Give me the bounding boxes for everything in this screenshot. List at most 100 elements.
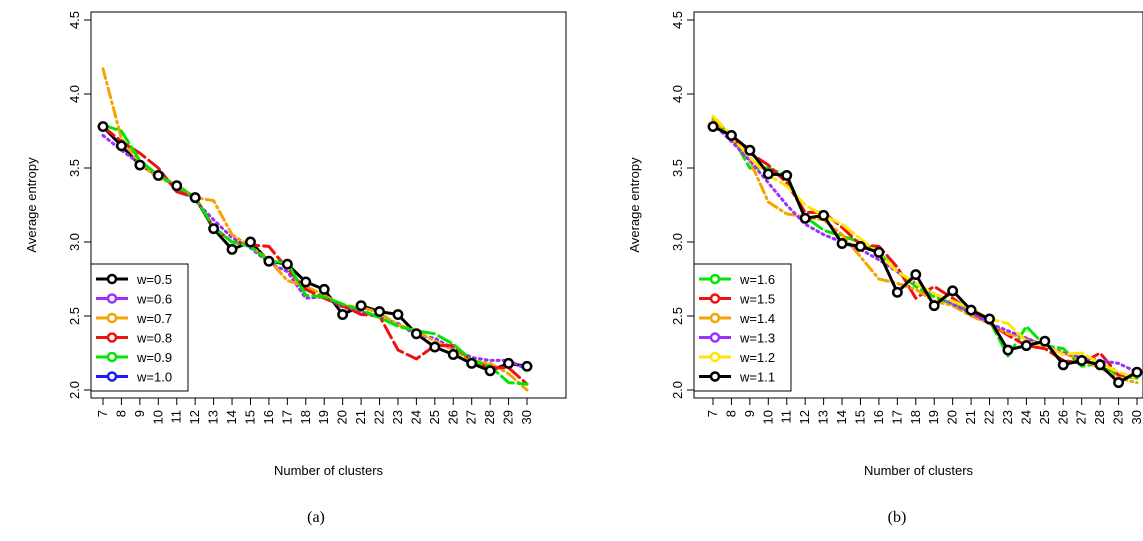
x-tick-label: 15 — [852, 410, 867, 424]
legend-label: w=1.2 — [739, 350, 775, 365]
y-tick-label: 2.5 — [67, 307, 82, 325]
x-tick-label: 12 — [187, 410, 202, 424]
x-tick-label: 18 — [298, 410, 313, 424]
y-tick-label: 4.5 — [67, 11, 82, 29]
x-tick-label: 30 — [1129, 410, 1143, 424]
y-axis-title: Average entropy — [627, 157, 642, 253]
data-point-w=0.5 — [171, 180, 183, 192]
x-tick-label: 29 — [1111, 410, 1126, 424]
x-tick-label: 11 — [779, 410, 794, 424]
data-point-w=0.5 — [115, 140, 127, 152]
data-point-w=0.5 — [189, 192, 201, 204]
y-tick-label: 4.5 — [670, 11, 685, 29]
legend-label: w=1.6 — [739, 272, 775, 287]
x-tick-label: 29 — [501, 410, 516, 424]
data-point-w=0.5 — [447, 349, 459, 360]
data-point-w=1.1 — [1020, 340, 1032, 352]
x-tick-label: 25 — [427, 410, 442, 424]
legend-swatch-marker — [106, 371, 118, 382]
x-tick-label: 10 — [760, 410, 775, 424]
data-point-w=1.1 — [910, 269, 922, 281]
y-tick-label: 3.0 — [67, 233, 82, 251]
x-tick-label: 23 — [390, 410, 405, 424]
x-tick-label: 19 — [926, 410, 941, 424]
data-point-w=0.5 — [281, 258, 293, 270]
x-tick-label: 14 — [224, 410, 239, 424]
x-axis-title: Number of clusters — [274, 463, 384, 478]
x-axis-title: Number of clusters — [864, 463, 974, 478]
legend-label: w=1.1 — [739, 370, 775, 385]
x-tick-label: 21 — [963, 410, 978, 424]
x-tick-label: 24 — [1018, 410, 1033, 424]
legend-label: w=0.5 — [136, 272, 172, 287]
x-tick-label: 23 — [1000, 410, 1015, 424]
data-point-w=0.5 — [263, 255, 275, 267]
data-point-w=1.1 — [781, 169, 793, 181]
x-tick-label: 28 — [1092, 410, 1107, 424]
x-tick-label: 30 — [519, 410, 534, 424]
data-point-w=1.1 — [744, 144, 756, 156]
y-tick-label: 3.0 — [670, 233, 685, 251]
data-point-w=0.5 — [392, 309, 404, 320]
legend-label: w=1.4 — [739, 311, 775, 326]
data-point-w=0.5 — [503, 357, 515, 369]
legend-swatch-marker — [709, 371, 721, 382]
data-point-w=1.1 — [1076, 354, 1088, 366]
data-point-w=1.1 — [947, 285, 959, 297]
data-point-w=0.5 — [466, 357, 478, 369]
data-point-w=0.5 — [374, 306, 385, 318]
legend-swatch-marker — [709, 273, 721, 285]
x-tick-label: 18 — [908, 410, 923, 424]
x-tick-label: 20 — [945, 410, 960, 424]
legend-label: w=1.0 — [136, 370, 172, 385]
x-tick-label: 11 — [169, 410, 184, 424]
data-point-w=1.1 — [762, 168, 774, 180]
data-point-w=0.5 — [484, 365, 496, 377]
legend-label: w=0.7 — [136, 311, 172, 326]
x-tick-label: 14 — [834, 410, 849, 424]
x-tick-label: 16 — [261, 410, 276, 424]
legend-label: w=0.9 — [136, 350, 172, 365]
data-point-w=0.5 — [245, 236, 256, 248]
x-tick-label: 22 — [372, 410, 387, 424]
x-tick-label: 26 — [1055, 410, 1070, 424]
x-tick-label: 19 — [316, 410, 331, 424]
legend-swatch-marker — [709, 293, 721, 304]
data-point-w=0.5 — [152, 169, 164, 181]
x-tick-label: 12 — [797, 410, 812, 424]
x-tick-label: 13 — [816, 410, 831, 424]
x-tick-label: 7 — [95, 410, 110, 417]
x-tick-label: 13 — [206, 410, 221, 424]
data-point-w=1.1 — [1002, 344, 1014, 356]
legend-label: w=0.6 — [136, 292, 172, 307]
data-point-w=1.1 — [707, 121, 719, 133]
x-tick-label: 21 — [353, 410, 368, 424]
legend-swatch-marker — [709, 332, 721, 343]
x-tick-label: 26 — [445, 410, 460, 424]
data-point-w=1.1 — [928, 300, 940, 312]
data-point-w=1.1 — [836, 238, 848, 249]
y-tick-label: 3.5 — [67, 159, 82, 177]
data-point-w=0.5 — [97, 121, 109, 133]
legend-box — [90, 263, 189, 392]
data-point-w=1.1 — [873, 246, 885, 258]
x-tick-label: 8 — [723, 410, 738, 417]
legend-swatch-marker — [106, 351, 118, 363]
chart-panel-b: 2.0 2.5 3.0 3.5 4.0 4.5 7 8 9 10 11 12 13 14 15 16 17 18 1… — [627, 11, 1143, 478]
data-point-w=0.5 — [355, 300, 367, 312]
x-tick-label: 25 — [1037, 410, 1052, 424]
legend-label: w=1.3 — [739, 331, 775, 346]
x-tick-label: 9 — [742, 410, 757, 417]
y-tick-label: 4.0 — [670, 85, 685, 103]
data-point-w=0.5 — [318, 283, 330, 295]
data-point-w=1.1 — [1131, 366, 1143, 378]
data-point-w=1.1 — [984, 313, 995, 325]
data-point-w=0.5 — [226, 243, 238, 255]
data-point-w=1.1 — [1094, 359, 1106, 371]
data-point-w=0.5 — [337, 309, 349, 320]
plot-frame — [90, 11, 567, 399]
legend-swatch-marker — [709, 312, 721, 324]
legend-swatch-marker — [106, 293, 118, 304]
x-tick-label: 20 — [335, 410, 350, 424]
